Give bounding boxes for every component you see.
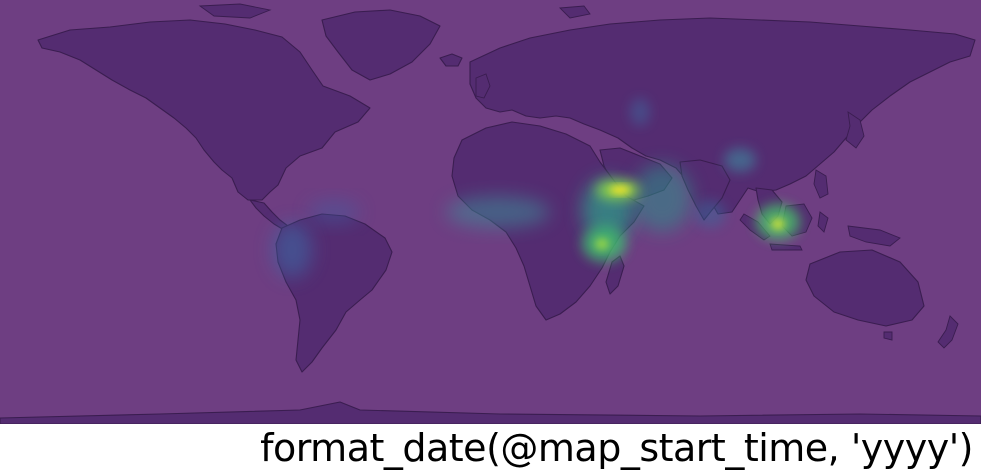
landmass-australia: [805, 249, 925, 327]
map-container[interactable]: [0, 0, 981, 424]
map-caption: format_date(@map_start_time, 'yyyy'): [260, 426, 973, 470]
landmass-japan: [845, 111, 865, 149]
landmass-greenland: [321, 9, 441, 81]
india-hotspot: [694, 200, 726, 228]
landmass-north-america: [37, 19, 371, 201]
landmass-arctic-islands: [198, 3, 272, 19]
landmass-antarctica: [0, 401, 981, 424]
west-africa-hotspot: [446, 196, 550, 228]
landmass-new-guinea: [847, 225, 901, 247]
landmass-great-britain: [475, 73, 491, 99]
arabian-sea-hotspot: [632, 164, 692, 232]
indochina-hotspot: [724, 148, 756, 172]
landmass-sulawesi: [817, 211, 829, 233]
landmass-tasmania: [883, 331, 893, 341]
landmass-java: [769, 243, 803, 251]
red-sea-yemen-hotspot-core: [610, 186, 630, 194]
landmass-new-zealand: [937, 315, 959, 349]
south-america-hotspot: [272, 222, 312, 278]
east-africa-hotspot-core: [595, 238, 609, 250]
landmass-philippines: [813, 169, 829, 199]
landmass-svalbard: [558, 5, 591, 19]
density-heatmap: [272, 98, 800, 278]
borneo-hotspot-core: [771, 218, 785, 230]
arabia-hotspot: [630, 98, 650, 126]
world-map[interactable]: [0, 0, 981, 424]
landmasses: [0, 3, 981, 424]
south-america-hotspot-north: [308, 200, 360, 224]
landmass-eurasia: [469, 17, 976, 215]
landmass-iceland: [439, 53, 463, 67]
